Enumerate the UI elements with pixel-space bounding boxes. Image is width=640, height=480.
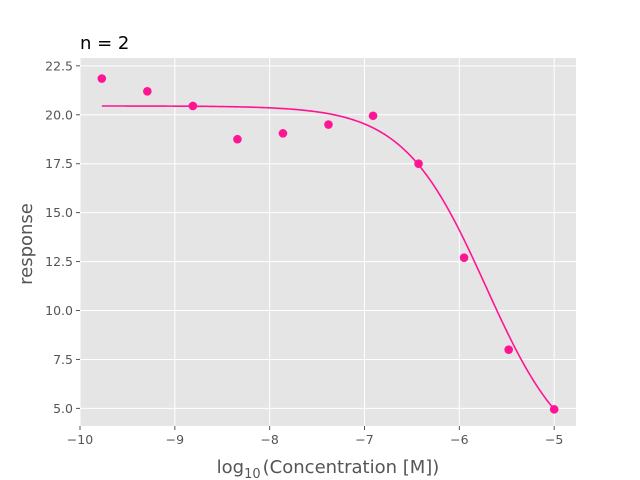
data-point xyxy=(549,405,559,414)
y-axis-label: response xyxy=(16,203,37,285)
data-point xyxy=(324,120,333,129)
y-tick-label: 12.5 xyxy=(45,254,73,269)
plot-background xyxy=(80,58,576,426)
data-point xyxy=(368,111,378,121)
y-tick-label: 17.5 xyxy=(45,156,73,171)
ticks xyxy=(76,65,555,430)
x-tick-label: −6 xyxy=(450,432,468,447)
y-tick-label: 15.0 xyxy=(45,205,73,220)
x-axis-label-rest: (Concentration [M]) xyxy=(263,457,440,478)
x-tick-label: −10 xyxy=(67,432,93,447)
data-point xyxy=(414,159,423,169)
y-tick-label: 10.0 xyxy=(45,303,73,318)
y-tick-label: 22.5 xyxy=(45,58,73,73)
points-layer xyxy=(97,74,559,414)
y-tick-label: 20.0 xyxy=(45,107,73,122)
x-axis-label: log10 (Concentration [M]) xyxy=(217,457,440,480)
x-tick-label: −7 xyxy=(355,432,373,447)
data-point xyxy=(504,345,513,354)
x-axis-label-base: log xyxy=(217,457,244,478)
data-point xyxy=(97,74,107,83)
x-tick-label: −8 xyxy=(260,432,278,447)
x-axis-label-subscript: 10 xyxy=(244,467,261,480)
x-tick-label: −9 xyxy=(166,432,184,447)
fit-layer xyxy=(101,105,555,410)
y-tick-label: 5.0 xyxy=(53,401,73,416)
tick-labels: −10 −9 −8 −7 −6 −5 5.0 7.5 10.0 12.5 15.0 17.5 20.0 2… xyxy=(45,58,563,447)
data-point xyxy=(278,129,288,138)
y-tick-label: 7.5 xyxy=(53,352,73,367)
data-point xyxy=(188,101,198,111)
x-tick-label: −5 xyxy=(545,432,563,447)
fit-curve xyxy=(101,105,555,410)
chart-title: n = 2 xyxy=(80,33,129,54)
data-point xyxy=(143,86,152,96)
grid xyxy=(79,58,576,426)
data-point xyxy=(459,253,469,262)
data-point xyxy=(233,134,242,144)
